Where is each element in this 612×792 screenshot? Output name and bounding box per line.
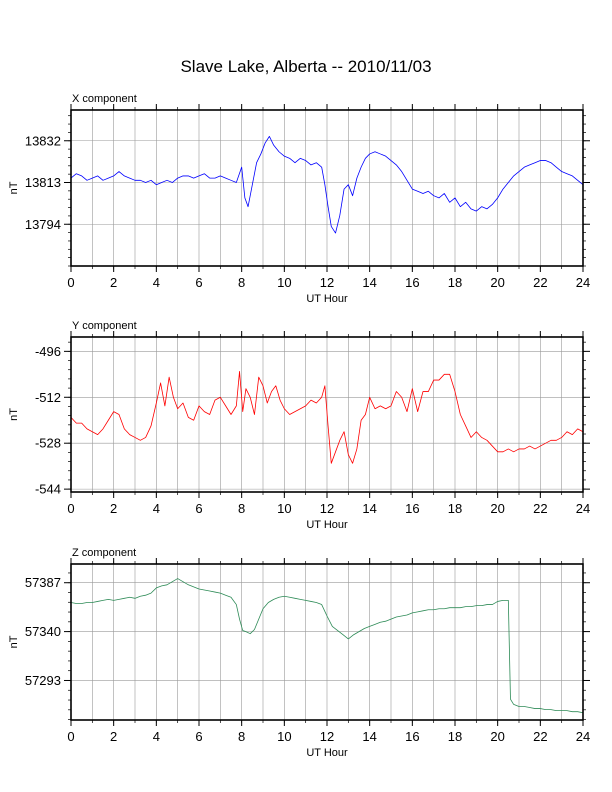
y-tick-label: 13813 <box>25 175 61 190</box>
x-tick-label: 6 <box>195 501 202 516</box>
y-tick-label: -496 <box>35 344 61 359</box>
x-tick-label: 8 <box>238 729 245 744</box>
x-tick-label: 16 <box>405 275 419 290</box>
x-tick-label: 20 <box>490 729 504 744</box>
x-axis-label: UT Hour <box>306 519 348 531</box>
panel-label: X component <box>72 93 137 105</box>
y-axis-label: nT <box>8 181 20 194</box>
x-tick-label: 20 <box>490 275 504 290</box>
page-title: Slave Lake, Alberta -- 2010/11/03 <box>180 57 432 76</box>
x-tick-label: 18 <box>448 501 462 516</box>
x-tick-label: 12 <box>320 275 334 290</box>
y-tick-label: -528 <box>35 436 61 451</box>
panel-label: Y component <box>72 320 137 332</box>
x-tick-label: 18 <box>448 729 462 744</box>
data-series-line <box>70 578 584 714</box>
x-axis-label: UT Hour <box>306 293 348 305</box>
x-tick-label: 14 <box>362 275 376 290</box>
x-tick-label: 22 <box>533 729 547 744</box>
y-tick-label: 13794 <box>25 217 61 232</box>
data-series-line <box>70 135 584 234</box>
x-tick-label: 24 <box>576 501 590 516</box>
x-tick-label: 12 <box>320 501 334 516</box>
y-tick-label: -544 <box>35 482 61 497</box>
x-tick-label: 14 <box>362 729 376 744</box>
x-tick-label: 10 <box>277 729 291 744</box>
x-tick-label: 0 <box>67 729 74 744</box>
x-tick-label: 16 <box>405 501 419 516</box>
y-axis-label: nT <box>8 408 20 421</box>
x-tick-label: 6 <box>195 729 202 744</box>
y-tick-label: 57340 <box>25 624 61 639</box>
x-tick-label: 8 <box>238 501 245 516</box>
x-tick-label: 6 <box>195 275 202 290</box>
x-tick-label: 18 <box>448 275 462 290</box>
x-tick-label: 14 <box>362 501 376 516</box>
x-axis-label: UT Hour <box>306 747 348 759</box>
x-tick-label: 2 <box>110 275 117 290</box>
x-tick-label: 12 <box>320 729 334 744</box>
x-tick-label: 24 <box>576 275 590 290</box>
y-tick-label: 13832 <box>25 133 61 148</box>
x-tick-label: 20 <box>490 501 504 516</box>
x-tick-label: 4 <box>153 501 160 516</box>
x-tick-label: 10 <box>277 275 291 290</box>
x-tick-label: 22 <box>533 275 547 290</box>
x-tick-label: 22 <box>533 501 547 516</box>
x-tick-label: 10 <box>277 501 291 516</box>
x-tick-label: 2 <box>110 501 117 516</box>
x-tick-label: 8 <box>238 275 245 290</box>
y-tick-label: 57293 <box>25 673 61 688</box>
x-tick-label: 24 <box>576 729 590 744</box>
x-tick-label: 2 <box>110 729 117 744</box>
panel-label: Z component <box>72 547 136 559</box>
x-tick-label: 0 <box>67 501 74 516</box>
y-tick-label: -512 <box>35 390 61 405</box>
y-tick-label: 57387 <box>25 575 61 590</box>
x-tick-label: 16 <box>405 729 419 744</box>
data-series-line <box>70 371 584 464</box>
x-tick-label: 0 <box>67 275 74 290</box>
x-tick-label: 4 <box>153 275 160 290</box>
x-tick-label: 4 <box>153 729 160 744</box>
y-axis-label: nT <box>8 635 20 648</box>
